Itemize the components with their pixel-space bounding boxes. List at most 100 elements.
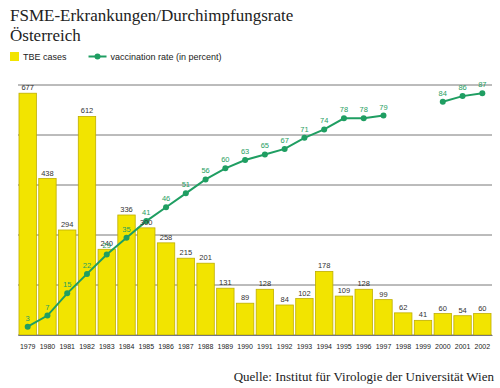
point <box>440 99 446 105</box>
tick-label: 1999 <box>415 343 431 350</box>
bar <box>375 300 392 335</box>
data-label: 79 <box>379 103 387 112</box>
point <box>262 151 268 157</box>
point <box>242 157 248 163</box>
point <box>282 146 288 152</box>
point <box>183 190 189 196</box>
bar <box>59 230 76 335</box>
tick: 1994 <box>316 343 332 350</box>
tick-label: 1988 <box>198 343 214 350</box>
tick: 2000 <box>435 343 451 350</box>
point <box>84 271 90 277</box>
tick: 1991 <box>257 343 273 350</box>
data-label: 41 <box>419 310 427 319</box>
tick: 1982 <box>79 343 95 350</box>
tick-label: 1997 <box>376 343 392 350</box>
grid-line <box>18 85 492 86</box>
data-label: 612 <box>81 106 94 115</box>
tick: 1987 <box>178 343 194 350</box>
data-labels: 6774382946122403363002582152011318912884… <box>21 80 486 322</box>
tick: 1999 <box>415 343 431 350</box>
data-label: 46 <box>162 194 170 203</box>
data-label: 67 <box>280 136 288 145</box>
tick: 2001 <box>455 343 471 350</box>
data-label: 51 <box>182 180 190 189</box>
legend-swatch <box>95 54 101 60</box>
point <box>380 113 386 119</box>
point <box>341 115 347 121</box>
plot-marks <box>19 90 491 335</box>
data-label: 29 <box>103 241 111 250</box>
x-axis: 1979198019811982198319841985198619871988… <box>19 336 493 350</box>
point <box>163 204 169 210</box>
tick-label: 1991 <box>257 343 273 350</box>
bar <box>276 305 293 335</box>
legend-label: TBE cases <box>23 52 67 62</box>
bar <box>434 314 451 335</box>
point <box>203 176 209 182</box>
tick-label: 1993 <box>297 343 313 350</box>
point <box>104 251 110 257</box>
bar <box>197 263 214 335</box>
data-label: 15 <box>63 280 71 289</box>
tick-label: 2000 <box>435 343 451 350</box>
data-label: 677 <box>21 83 34 92</box>
tick-label: 1995 <box>336 343 352 350</box>
bar <box>78 116 95 335</box>
data-label: 99 <box>379 290 387 299</box>
data-label: 131 <box>219 278 232 287</box>
tick-label: 1994 <box>316 343 332 350</box>
bar <box>39 179 56 335</box>
tick: 1979 <box>20 343 36 350</box>
tick: 1993 <box>297 343 313 350</box>
x-axis-line <box>19 335 493 336</box>
point <box>361 115 367 121</box>
point <box>44 313 50 319</box>
bar <box>474 314 491 335</box>
bar <box>138 228 155 335</box>
data-label: 22 <box>83 261 91 270</box>
tick: 1997 <box>376 343 392 350</box>
data-label: 201 <box>199 253 212 262</box>
data-label: 128 <box>357 279 370 288</box>
tick: 1996 <box>356 343 372 350</box>
data-label: 63 <box>241 147 249 156</box>
tick: 1983 <box>99 343 115 350</box>
legend-swatch <box>10 52 19 61</box>
bar <box>315 271 332 335</box>
bar <box>296 299 313 335</box>
point <box>222 165 228 171</box>
tick-label: 1996 <box>356 343 372 350</box>
tick-label: 1987 <box>178 343 194 350</box>
tick-label: 1990 <box>237 343 253 350</box>
tick: 1998 <box>395 343 411 350</box>
data-label: 438 <box>41 169 54 178</box>
point <box>301 135 307 141</box>
grid <box>18 85 492 335</box>
tick: 1992 <box>277 343 293 350</box>
bar <box>335 296 352 335</box>
tick-label: 1983 <box>99 343 115 350</box>
data-label: 86 <box>458 83 466 92</box>
data-label: 178 <box>318 261 331 270</box>
tick-label: 1989 <box>218 343 234 350</box>
tick: 1980 <box>40 343 56 350</box>
data-label: 89 <box>241 293 249 302</box>
point <box>479 90 485 96</box>
bar <box>414 320 431 335</box>
tick-label: 1980 <box>40 343 56 350</box>
data-label: 41 <box>142 208 150 217</box>
data-label: 84 <box>280 295 288 304</box>
point <box>460 93 466 99</box>
data-label: 74 <box>320 116 328 125</box>
bar <box>177 258 194 335</box>
data-label: 215 <box>180 248 193 257</box>
data-label: 60 <box>221 155 229 164</box>
tick-label: 1982 <box>79 343 95 350</box>
point <box>321 126 327 132</box>
tick-label: 1984 <box>119 343 135 350</box>
data-label: 3 <box>26 314 30 323</box>
data-label: 87 <box>478 80 486 89</box>
tick: 1995 <box>336 343 352 350</box>
data-label: 294 <box>61 220 74 229</box>
